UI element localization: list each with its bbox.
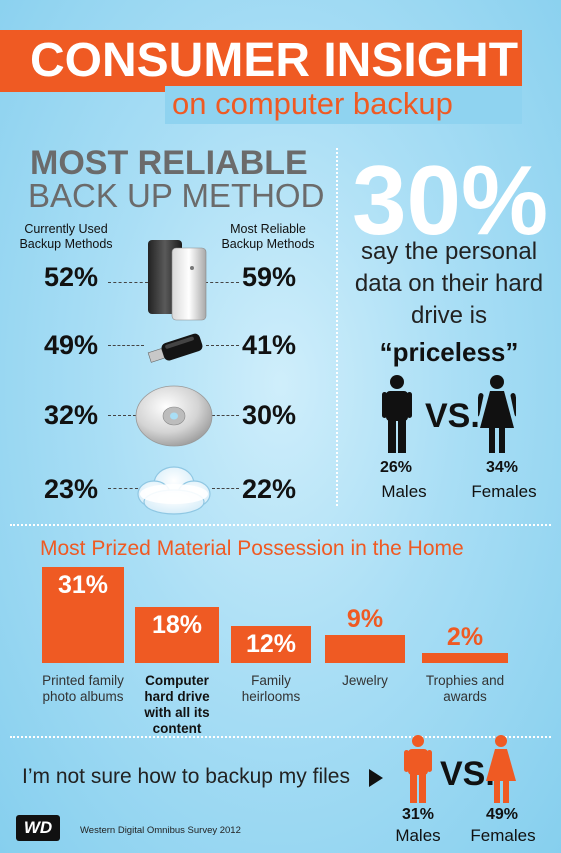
col-header-current: Currently Used Backup Methods	[19, 222, 113, 251]
males-percent: 26%	[379, 459, 413, 476]
prized-bar	[231, 625, 311, 663]
reliable-title-line1: MOST RELIABLE	[30, 144, 308, 182]
current-pct: 49%	[44, 330, 99, 360]
male-icon	[404, 735, 432, 803]
horizontal-divider	[10, 524, 551, 526]
title-banner	[0, 30, 522, 92]
page-subtitle: on computer backup	[172, 86, 453, 121]
external-hard-drive-icon	[148, 240, 207, 321]
priceless-quote: “priceless”	[379, 337, 519, 367]
dash-line	[108, 415, 136, 416]
female-icon	[486, 735, 516, 803]
prized-bar-label: Trophies and awards	[425, 673, 505, 704]
reliable-pct: 30%	[242, 400, 297, 430]
current-pct: 23%	[44, 474, 99, 504]
dash-line	[206, 345, 239, 346]
horizontal-divider	[10, 736, 551, 738]
reliable-title-line2: BACK UP METHOD	[28, 177, 325, 214]
survey-source: Western Digital Omnibus Survey 2012	[80, 825, 241, 836]
usb-flash-drive-icon	[147, 333, 203, 363]
females-percent: 34%	[485, 459, 519, 476]
males-label: Males	[395, 826, 441, 845]
col-header-reliable: Most Reliable Backup Methods	[221, 222, 315, 251]
prized-bar	[422, 653, 508, 663]
cd-disc-icon	[135, 385, 213, 447]
dash-line	[205, 282, 239, 283]
current-pct: 32%	[44, 400, 99, 430]
prized-bar-label: Computer hard drive with all its content	[144, 673, 210, 736]
unsure-statement: I’m not sure how to backup my files	[22, 765, 350, 788]
prized-bar-value: 31%	[57, 570, 109, 599]
dash-line	[212, 415, 239, 416]
males-percent: 31%	[401, 806, 435, 823]
reliable-pct: 22%	[242, 474, 297, 504]
female-icon	[478, 375, 516, 453]
current-pct: 52%	[44, 262, 99, 292]
dash-line	[108, 282, 148, 283]
page-title: CONSUMER INSIGHT	[30, 34, 519, 87]
vs-label: VS.	[425, 397, 480, 435]
dash-line	[108, 488, 138, 489]
reliable-pct: 59%	[242, 262, 297, 292]
wd-logo: WD	[16, 815, 60, 841]
prized-bar-value: 9%	[346, 605, 384, 634]
prized-bar-value: 18%	[151, 611, 203, 640]
prized-bar-label: Jewelry	[342, 673, 388, 688]
reliable-pct: 41%	[242, 330, 297, 360]
subtitle-background	[165, 86, 522, 124]
vertical-divider	[336, 148, 338, 506]
vs-label: VS.	[440, 755, 495, 793]
cloud-icon	[137, 466, 211, 515]
prized-bar	[135, 607, 219, 663]
prized-bar-label: Printed family photo albums	[42, 673, 124, 704]
prized-bar	[325, 635, 405, 663]
priceless-statement: say the personal data on their hard driv…	[354, 238, 544, 329]
females-label: Females	[470, 826, 536, 845]
females-percent: 49%	[485, 806, 519, 823]
prized-bar	[42, 566, 124, 663]
prized-title: Most Prized Material Possession in the H…	[40, 537, 464, 560]
prized-bar-value: 12%	[245, 629, 297, 658]
prized-bar-value: 2%	[446, 623, 484, 651]
male-icon	[382, 375, 412, 453]
dash-line	[212, 488, 239, 489]
dash-line	[108, 345, 144, 346]
prized-bar-label: Family heirlooms	[241, 673, 301, 704]
play-arrow-icon	[369, 769, 383, 787]
females-label: Females	[471, 482, 537, 501]
males-label: Males	[381, 482, 427, 501]
priceless-big-percent: 30%	[352, 145, 549, 255]
